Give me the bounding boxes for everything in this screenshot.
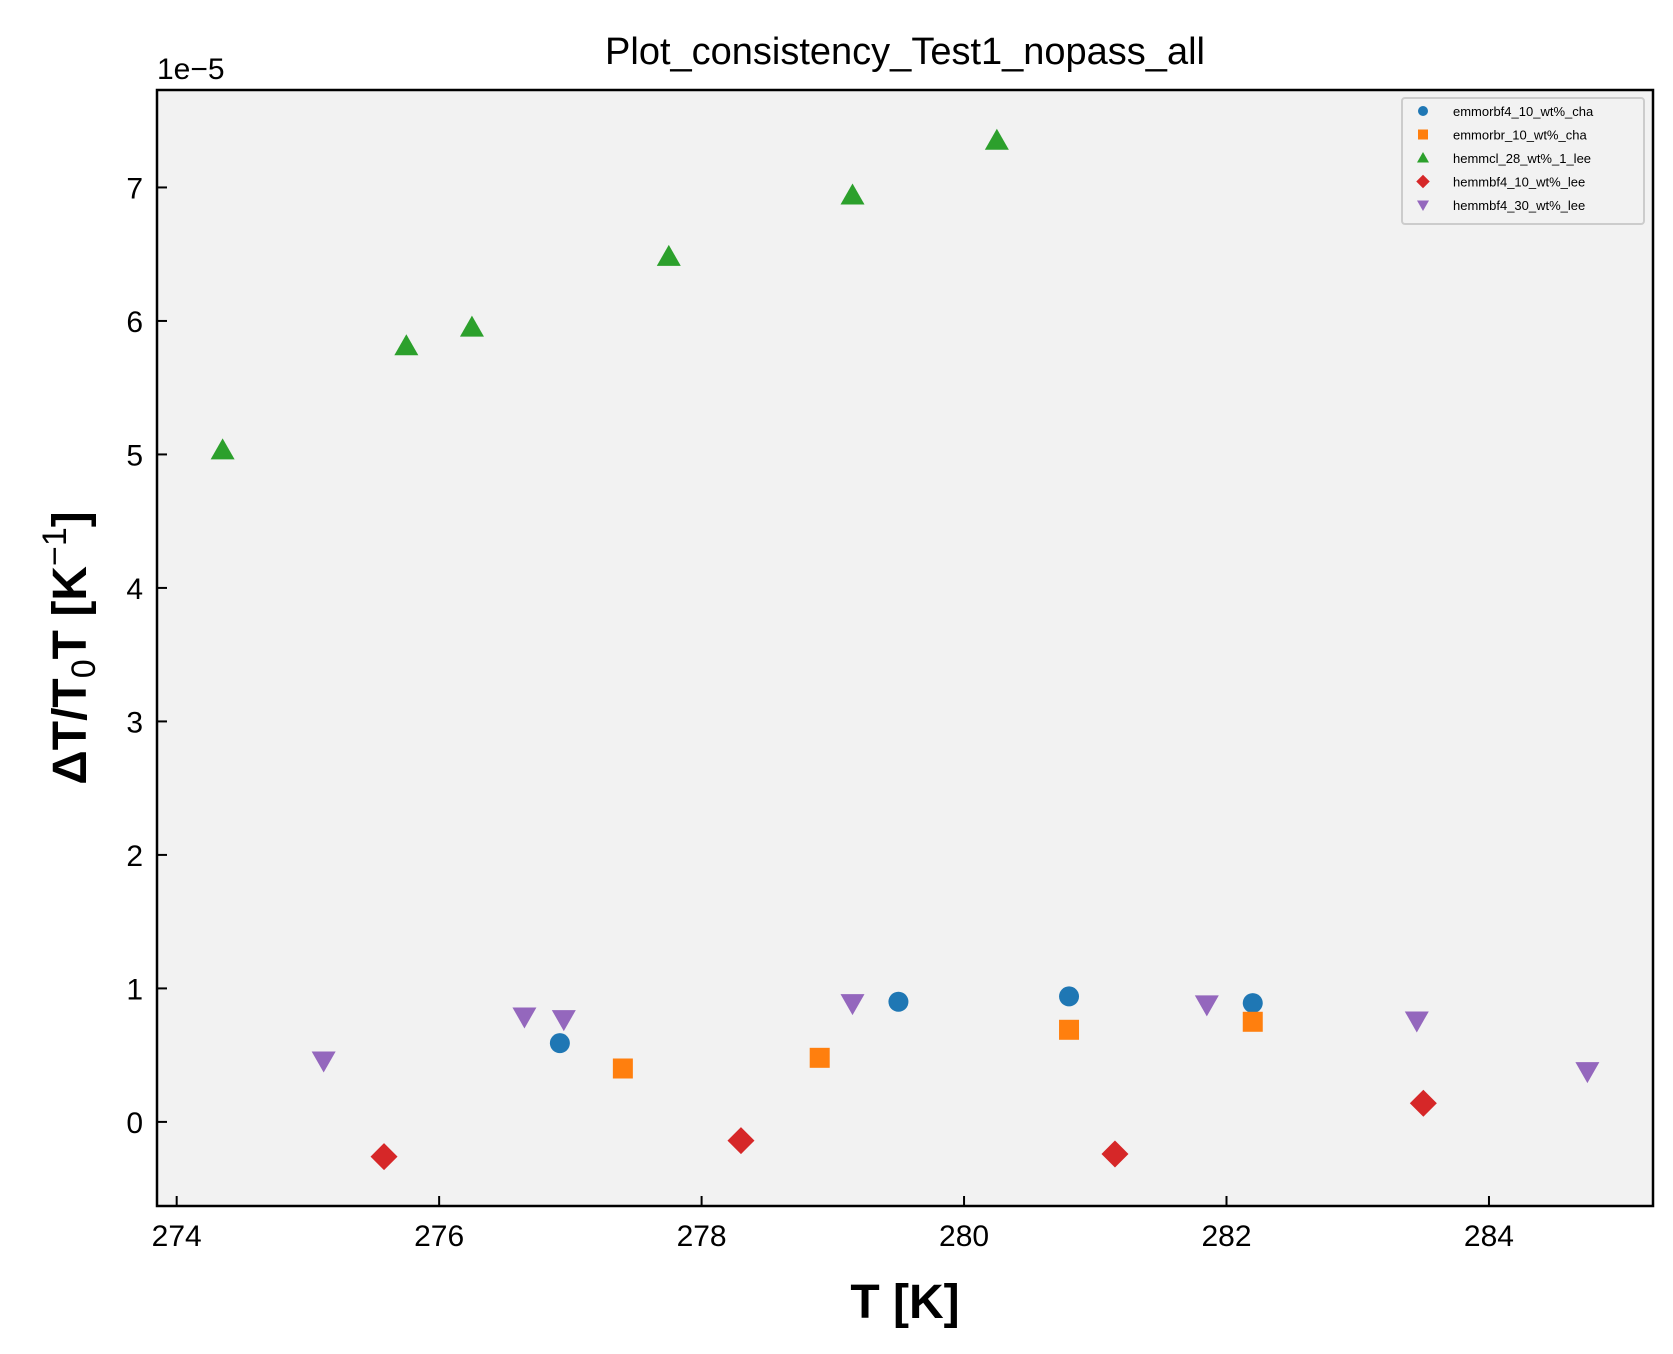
chart-title: Plot_consistency_Test1_nopass_all: [605, 31, 1205, 73]
data-point: [394, 334, 419, 356]
data-point: [1059, 1019, 1080, 1040]
x-tick-label: 278: [677, 1220, 727, 1253]
data-point: [840, 183, 865, 205]
data-point: [370, 1143, 398, 1171]
x-tick-label: 284: [1464, 1220, 1514, 1253]
legend-marker: [1418, 106, 1428, 116]
legend-marker: [1418, 129, 1428, 140]
series-5: [311, 994, 1600, 1084]
data-points: [210, 128, 1600, 1171]
y-tick-label: 5: [126, 439, 143, 472]
y-tick-label: 4: [126, 573, 143, 606]
data-point: [1575, 1062, 1600, 1084]
y-axis-label-sup: −1: [36, 527, 74, 566]
data-point: [1101, 1140, 1129, 1168]
y-axis-label-rest: T [K: [44, 566, 97, 660]
data-point: [984, 128, 1009, 150]
data-point: [1409, 1089, 1437, 1117]
y-axis-label-sub: 0: [65, 659, 103, 678]
y-tick-label: 7: [126, 172, 143, 205]
legend-label: hemmcl_28_wt%_1_lee: [1453, 151, 1591, 166]
legend: emmorbf4_10_wt%_cha emmorbr_10_wt%_chahem…: [1401, 97, 1645, 225]
data-point: [1242, 1011, 1263, 1032]
legend-marker: [1416, 174, 1430, 189]
data-point: [809, 1047, 830, 1068]
data-point: [1404, 1011, 1429, 1033]
x-tick-label: 276: [414, 1220, 464, 1253]
plot-frame: [155, 88, 1655, 1208]
legend-label: hemmbf4_30_wt%_lee: [1453, 198, 1585, 213]
data-point: [549, 1033, 570, 1054]
data-point: [840, 994, 865, 1016]
x-axis-ticks: 274 276 278 280 282 284: [152, 1196, 1514, 1253]
data-point: [727, 1127, 755, 1155]
series-3: [210, 128, 1009, 460]
data-point: [210, 438, 235, 460]
x-axis-label: T [K]: [850, 1276, 959, 1329]
data-point: [1059, 986, 1080, 1007]
y-tick-label: 1: [126, 973, 143, 1006]
x-tick-label: 274: [152, 1220, 202, 1253]
series-1: [549, 986, 1263, 1054]
y-tick-label: 3: [126, 706, 143, 739]
series-2: [612, 1011, 1263, 1079]
legend-marker: [1417, 200, 1429, 211]
legend-label: emmorbr_10_wt%_cha: [1453, 128, 1587, 143]
data-point: [656, 244, 681, 266]
legend-label: hemmbf4_10_wt%_lee: [1453, 175, 1585, 190]
legend-marker: [1417, 152, 1429, 163]
data-point: [612, 1058, 633, 1079]
y-offset-label: 1e−5: [157, 53, 225, 86]
data-point: [551, 1010, 576, 1032]
data-point: [1242, 993, 1263, 1014]
y-axis-ticks: 0 1 2 3 4 5 6 7: [126, 172, 167, 1140]
data-point: [459, 315, 484, 337]
data-point: [1194, 995, 1219, 1017]
data-point: [888, 991, 909, 1012]
y-tick-label: 2: [126, 840, 143, 873]
y-tick-label: 6: [126, 306, 143, 339]
x-tick-label: 280: [939, 1220, 989, 1253]
series-4: [370, 1089, 1437, 1171]
y-tick-label: 0: [126, 1107, 143, 1140]
legend-label: emmorbf4_10_wt%_cha: [1453, 104, 1594, 119]
plot-area: [157, 90, 1653, 1206]
y-axis-label: ΔT/T0T [K−1]: [36, 511, 103, 784]
x-tick-label: 282: [1201, 1220, 1251, 1253]
legend-box: [1401, 97, 1645, 225]
data-point: [311, 1051, 336, 1073]
data-point: [512, 1007, 537, 1029]
y-axis-label-end: ]: [44, 511, 97, 527]
y-axis-label-main: ΔT/T: [44, 678, 97, 784]
